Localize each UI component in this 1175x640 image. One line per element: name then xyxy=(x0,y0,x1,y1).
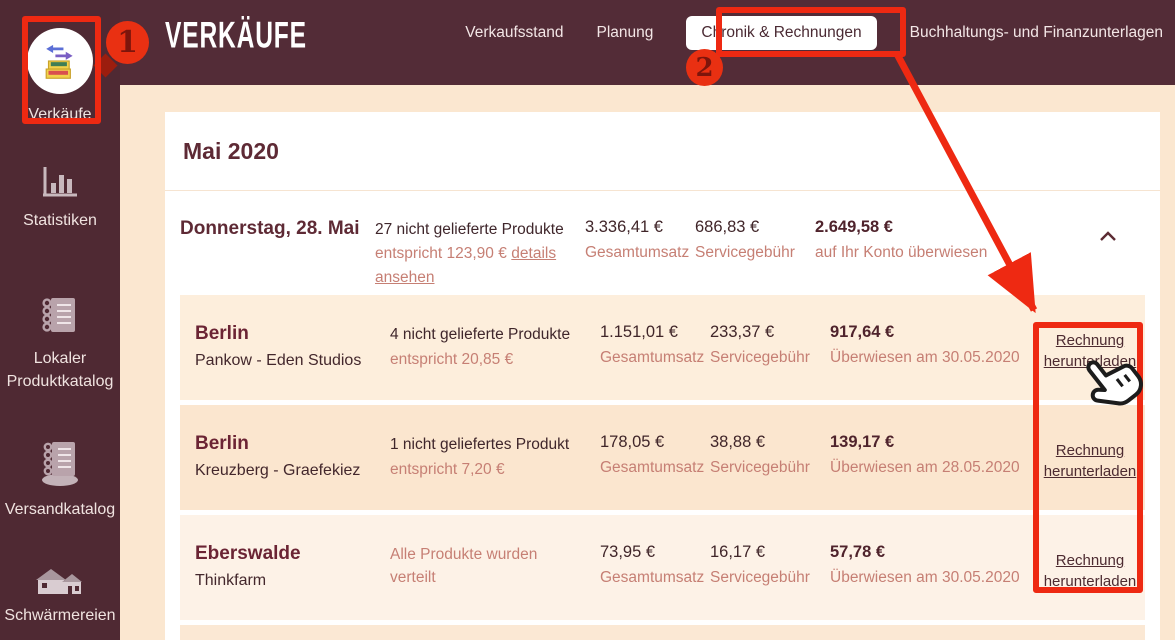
download-invoice-link[interactable]: Rechnung herunterladen xyxy=(1043,552,1137,590)
sidebar-item-label: Schwärmereien xyxy=(4,607,116,624)
row-payout: 57,78 € xyxy=(830,543,886,561)
row-fee-label: Servicegebühr xyxy=(710,459,810,476)
row-total: 178,05 € xyxy=(600,433,665,451)
invoices-card: Mai 2020 Donnerstag, 28. Mai 27 nicht ge… xyxy=(165,112,1160,640)
details-link[interactable]: details ansehen xyxy=(375,245,557,286)
row-payout-label: Überwiesen am 28.05.2020 xyxy=(830,459,1020,476)
sidebar-item-label: Lokaler Produktkatalog xyxy=(6,350,114,391)
row-city: Eberswalde xyxy=(195,543,301,564)
sidebar-item-label: Statistiken xyxy=(23,212,97,229)
row-total: 73,95 € xyxy=(600,543,656,561)
row-payout: 139,17 € xyxy=(830,433,895,451)
main-content: Mai 2020 Donnerstag, 28. Mai 27 nicht ge… xyxy=(120,85,1175,640)
top-nav: Verkaufsstand Planung Chronik & Rechnung… xyxy=(465,0,1163,66)
divider xyxy=(165,190,1160,191)
row-fee-label: Servicegebühr xyxy=(710,569,810,586)
row-undelivered-value: entspricht 20,85 € xyxy=(390,351,514,369)
total-value: 3.336,41 € xyxy=(585,218,663,236)
houses-icon xyxy=(0,566,120,598)
top-header: VERKÄUFE Verkaufsstand Planung Chronik &… xyxy=(120,0,1175,85)
step-1-badge-icon: 1 xyxy=(106,21,149,64)
table-row: Berlin Pankow - Eden Studios 4 nicht gel… xyxy=(180,295,1145,400)
undelivered-count: 27 nicht gelieferte Produkte xyxy=(375,221,564,238)
row-undelivered: Alle Produkte wurden verteilt xyxy=(390,546,538,587)
download-invoice-link[interactable]: Rechnung herunterladen xyxy=(1043,332,1137,370)
next-row-partial xyxy=(180,625,1145,640)
fee-value: 686,83 € xyxy=(695,218,760,236)
day-date: Donnerstag, 28. Mai xyxy=(180,218,360,239)
undelivered-value: entspricht 123,90 € xyxy=(375,245,507,262)
row-total-label: Gesamtumsatz xyxy=(600,569,705,586)
month-title: Mai 2020 xyxy=(183,138,279,164)
crates-exchange-icon xyxy=(27,28,93,94)
sidebar-item-schwaermereien[interactable]: Schwärmereien xyxy=(0,566,120,627)
sidebar-item-label: Versandkatalog xyxy=(4,501,116,518)
row-fee: 38,88 € xyxy=(710,433,766,451)
hand-pointer-icon xyxy=(1076,346,1150,427)
shipping-catalog-icon xyxy=(0,438,120,488)
payout-label: auf Ihr Konto überwiesen xyxy=(815,244,988,261)
row-payout: 917,64 € xyxy=(830,323,895,341)
row-undelivered: 1 nicht geliefertes Produkt xyxy=(390,436,570,453)
highlight-box-sidebar xyxy=(22,16,101,124)
payout-value: 2.649,58 € xyxy=(815,218,893,236)
sidebar-item-lokaler-produktkatalog[interactable]: Lokaler Produktkatalog xyxy=(0,295,120,393)
row-total-label: Gesamtumsatz xyxy=(600,349,705,366)
row-location: Thinkfarm xyxy=(195,572,267,589)
fee-label: Servicegebühr xyxy=(695,244,795,261)
nav-planung[interactable]: Planung xyxy=(596,24,654,41)
highlight-box-nav xyxy=(716,7,906,57)
row-location: Kreuzberg - Graefekiez xyxy=(195,462,361,479)
bar-chart-icon xyxy=(0,165,120,199)
row-total: 1.151,01 € xyxy=(600,323,678,341)
row-city: Berlin xyxy=(195,323,249,344)
nav-buchhaltung[interactable]: Buchhaltungs- und Finanzunterlagen xyxy=(909,24,1163,41)
row-fee: 16,17 € xyxy=(710,543,766,561)
market-rows: Berlin Pankow - Eden Studios 4 nicht gel… xyxy=(180,295,1145,640)
row-undelivered: 4 nicht gelieferte Produkte xyxy=(390,326,571,343)
table-row: Eberswalde Thinkfarm Alle Produkte wurde… xyxy=(180,515,1145,620)
total-label: Gesamtumsatz xyxy=(585,244,690,261)
row-fee: 233,37 € xyxy=(710,323,775,341)
row-total-label: Gesamtumsatz xyxy=(600,459,705,476)
highlight-box-downloads xyxy=(1033,322,1143,593)
row-city: Berlin xyxy=(195,433,249,454)
day-summary-row[interactable]: Donnerstag, 28. Mai 27 nicht gelieferte … xyxy=(165,195,1160,295)
step-2-badge-icon: 2 xyxy=(686,49,723,86)
sidebar-item-versandkatalog[interactable]: Versandkatalog xyxy=(0,438,120,521)
row-fee-label: Servicegebühr xyxy=(710,349,810,366)
row-payout-label: Überwiesen am 30.05.2020 xyxy=(830,349,1020,366)
nav-verkaufsstand[interactable]: Verkaufsstand xyxy=(465,24,564,41)
catalog-notebook-icon xyxy=(0,295,120,337)
page-title: VERKÄUFE xyxy=(165,16,307,57)
sidebar-item-statistiken[interactable]: Statistiken xyxy=(0,165,120,232)
table-row: Berlin Kreuzberg - Graefekiez 1 nicht ge… xyxy=(180,405,1145,510)
row-payout-label: Überwiesen am 30.05.2020 xyxy=(830,569,1020,586)
chevron-up-icon[interactable] xyxy=(1099,229,1117,247)
row-undelivered-value: entspricht 7,20 € xyxy=(390,461,505,479)
download-invoice-link[interactable]: Rechnung herunterladen xyxy=(1043,442,1137,480)
row-location: Pankow - Eden Studios xyxy=(195,352,362,369)
